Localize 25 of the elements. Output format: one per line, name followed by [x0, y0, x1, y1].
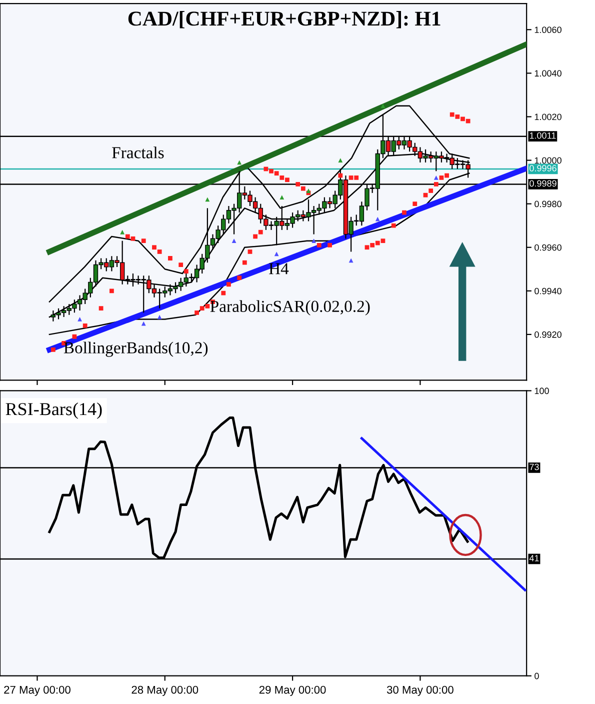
y-tick-label: 0.9980 [534, 200, 562, 208]
ref-line-label: 0.9996 [530, 165, 556, 172]
ref-line-label: 1.0011 [530, 132, 556, 139]
y-tick-label: 0 [534, 672, 539, 680]
annotation: BollingerBands(10,2) [64, 342, 208, 357]
ref-line-label: 41 [529, 555, 539, 562]
ref-line-label: 73 [530, 464, 539, 470]
y-tick-label: 1.0060 [534, 26, 562, 34]
annotation: ParabolicSAR(0.02,0.2) [210, 300, 370, 316]
y-tick-label: 1.0020 [534, 114, 562, 120]
y-tick-label: 0.9960 [534, 244, 562, 251]
x-tick-label: 27 May 00:00 [4, 686, 70, 696]
x-tick-label: 28 May 00:00 [132, 686, 198, 696]
chart-title: CAD/[CHF+EUR+GBP+NZD]: H1 [128, 11, 440, 28]
ref-line-label: 0.9989 [530, 180, 556, 187]
y-tick-label: 0.9920 [534, 331, 562, 338]
y-tick-label: 1.0000 [534, 157, 562, 164]
x-tick-label: 29 May 00:00 [259, 686, 326, 696]
y-tick-label: 1.0040 [534, 70, 562, 77]
x-tick-label: 30 May 00:00 [386, 686, 454, 696]
annotation: Fractals [112, 146, 164, 158]
y-tick-label: 100 [534, 388, 549, 394]
y-tick-label: 0.9940 [534, 288, 562, 294]
annotation: H4 [269, 263, 289, 274]
text: RSI-Bars(14) [6, 402, 102, 419]
